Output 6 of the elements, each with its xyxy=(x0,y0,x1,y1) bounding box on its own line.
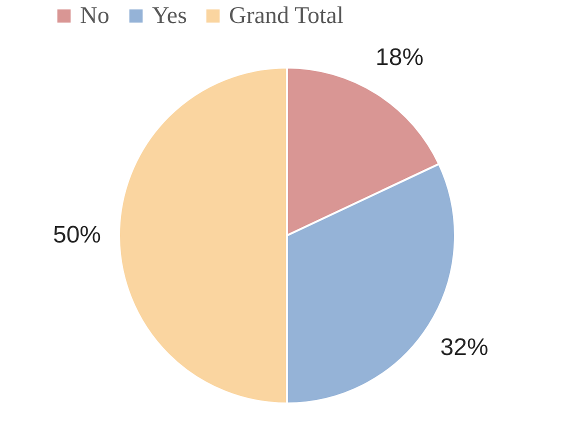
legend-label: No xyxy=(80,3,110,29)
data-label: 32% xyxy=(440,334,488,362)
legend-label: Grand Total xyxy=(229,3,344,29)
legend-label: Yes xyxy=(152,3,187,29)
data-label: 50% xyxy=(52,222,102,248)
data-label: 18% xyxy=(376,44,424,72)
